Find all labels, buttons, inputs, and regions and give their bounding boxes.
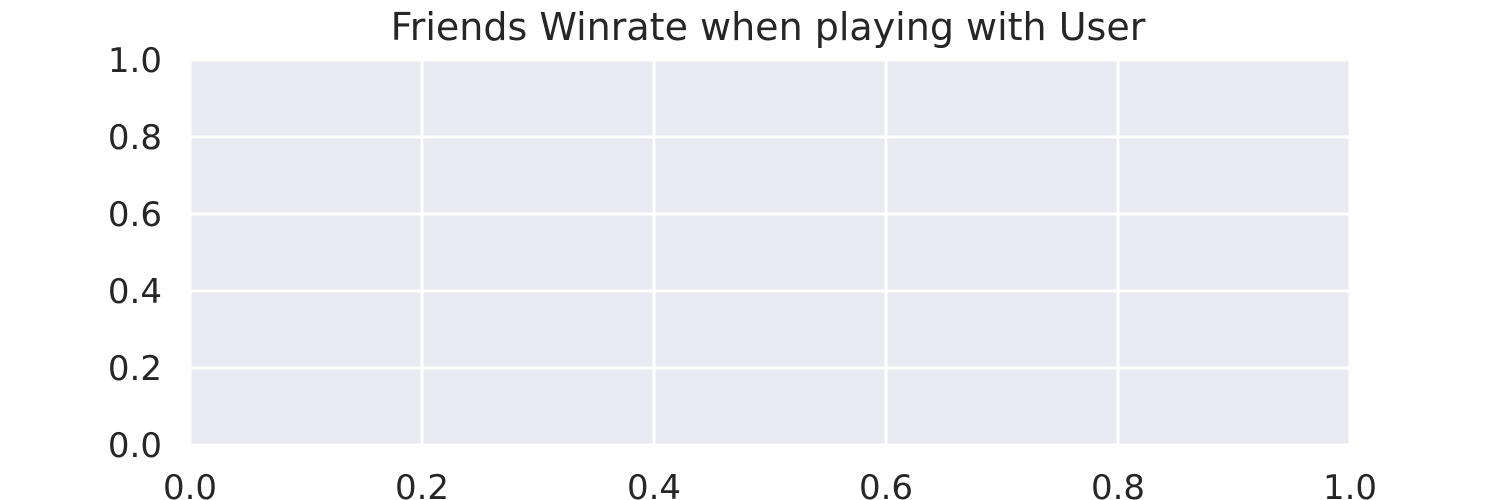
x-tick-label: 0.2 bbox=[395, 468, 449, 500]
x-tick-label: 0.0 bbox=[163, 468, 217, 500]
y-tick-label: 0.8 bbox=[108, 118, 162, 158]
x-axis-ticks: 0.0 0.2 0.4 0.6 0.8 1.0 bbox=[163, 468, 1377, 500]
y-tick-label: 0.6 bbox=[108, 195, 162, 235]
y-tick-label: 0.0 bbox=[108, 426, 162, 466]
grid-lines bbox=[188, 58, 1352, 447]
x-tick-label: 1.0 bbox=[1323, 468, 1377, 500]
y-axis-ticks: 0.0 0.2 0.4 0.6 0.8 1.0 bbox=[108, 41, 162, 466]
y-tick-label: 0.2 bbox=[108, 349, 162, 389]
x-tick-label: 0.6 bbox=[859, 468, 913, 500]
x-tick-label: 0.4 bbox=[627, 468, 681, 500]
x-tick-label: 0.8 bbox=[1091, 468, 1145, 500]
y-tick-label: 1.0 bbox=[108, 41, 162, 81]
y-tick-label: 0.4 bbox=[108, 272, 162, 312]
plot-area bbox=[190, 60, 1350, 445]
chart-title: Friends Winrate when playing with User bbox=[391, 5, 1146, 49]
